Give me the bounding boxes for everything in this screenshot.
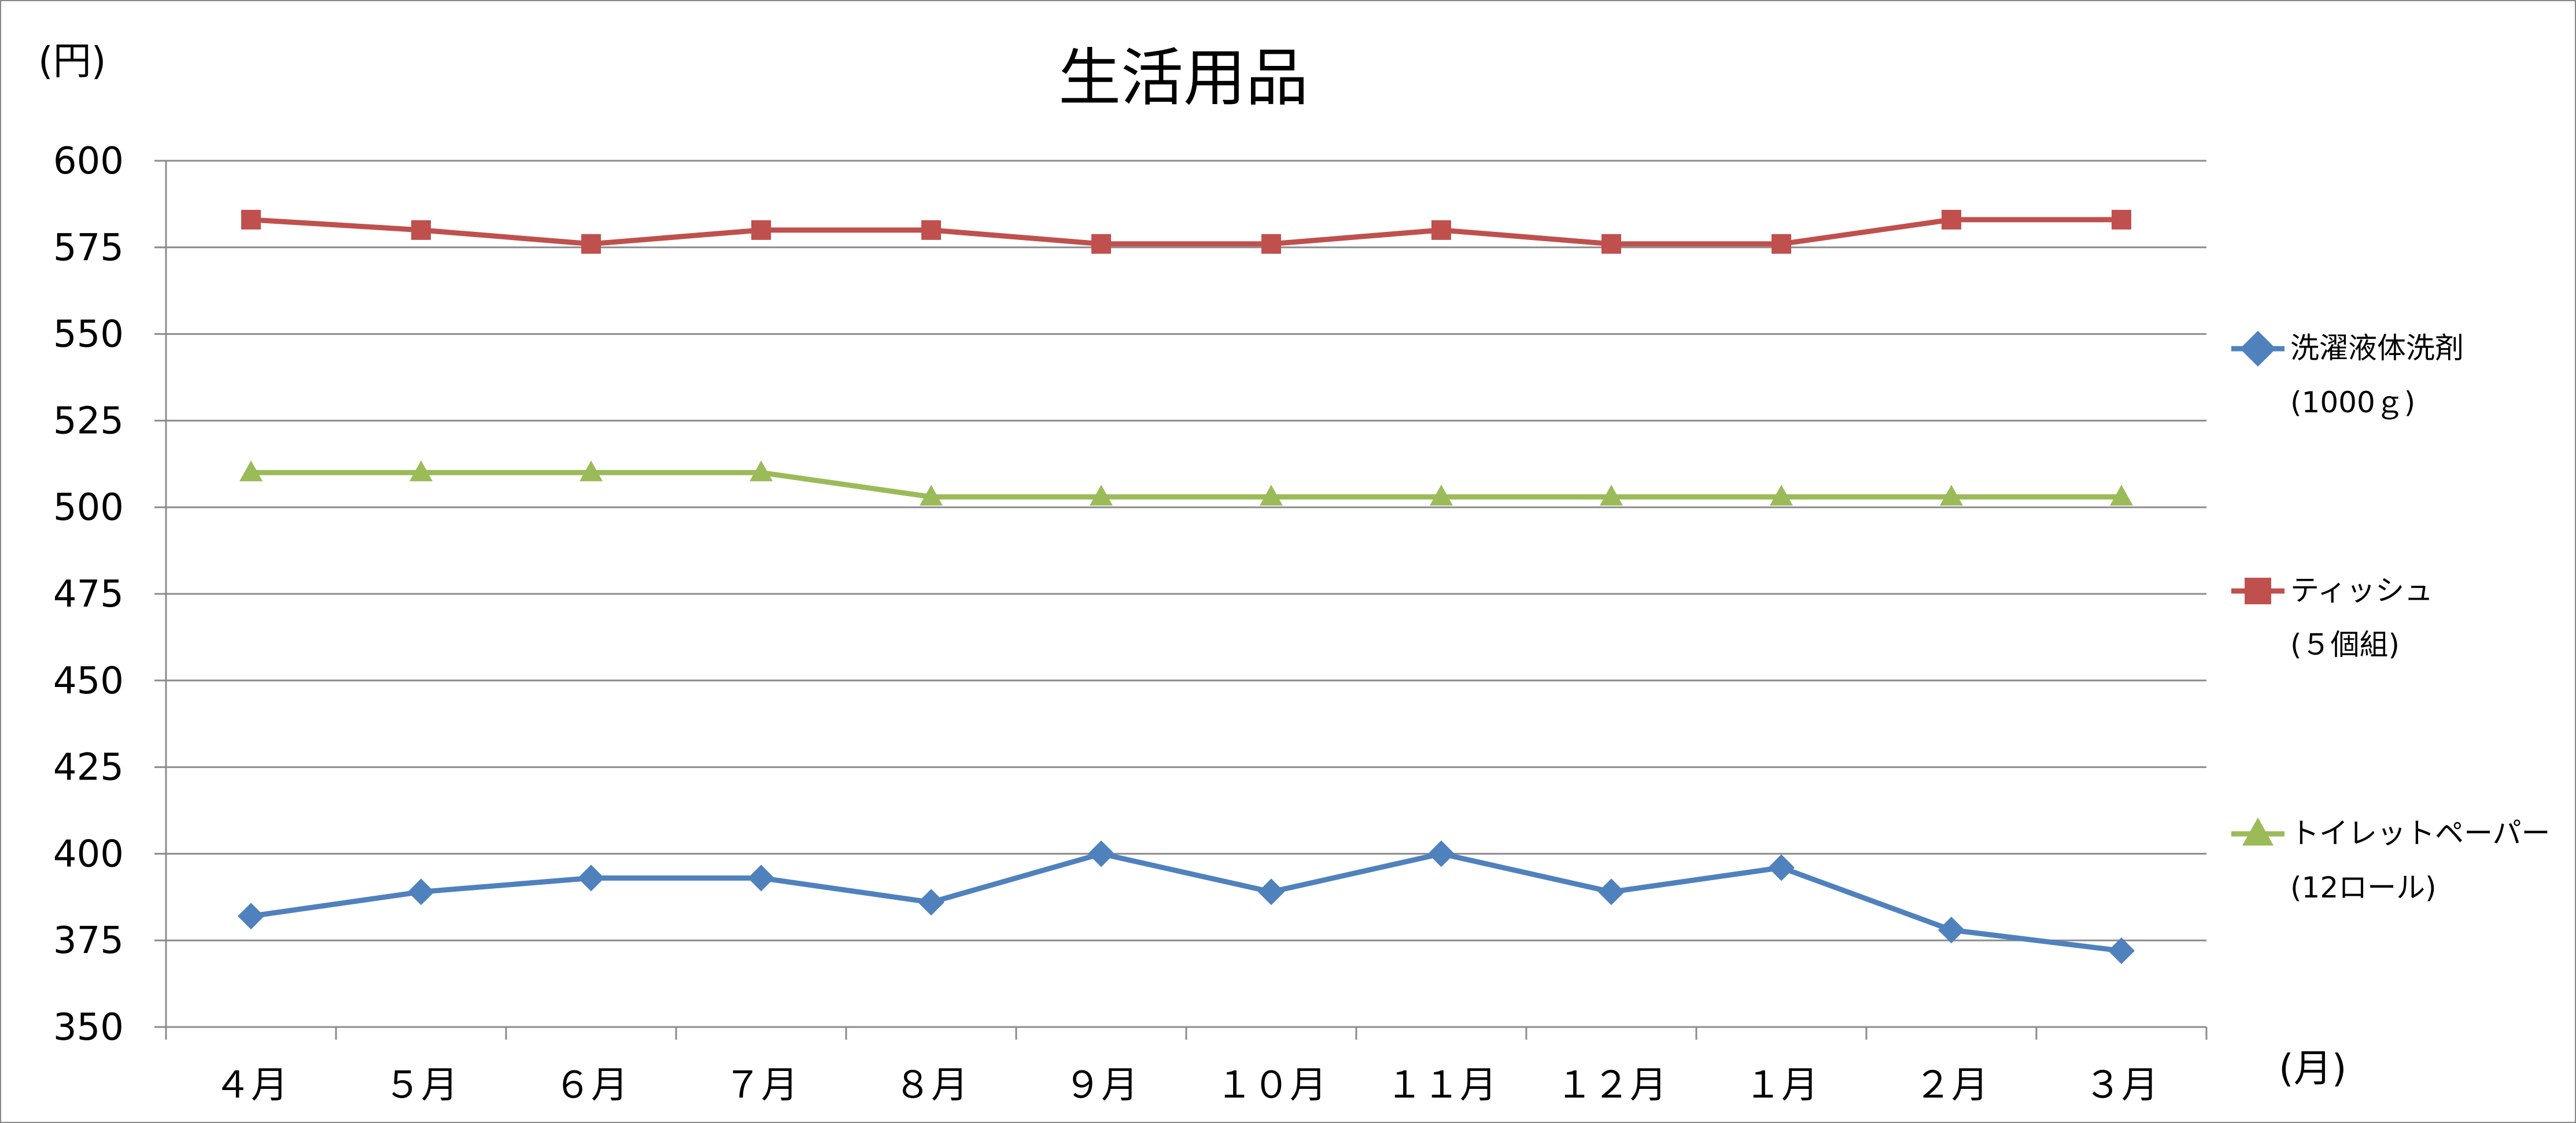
series <box>238 209 2135 965</box>
chart-title: 生活用品 <box>1058 42 1308 114</box>
data-point <box>751 220 771 240</box>
y-tick-label: 550 <box>53 313 124 356</box>
series-0 <box>238 840 2135 965</box>
data-point <box>1261 234 1281 254</box>
x-tick-label: ３月 <box>2084 1064 2158 1107</box>
data-point <box>1772 234 1791 254</box>
data-point <box>578 865 604 892</box>
y-tick-label: 450 <box>53 660 124 703</box>
data-point <box>238 903 264 930</box>
data-point <box>409 460 433 482</box>
y-tick-label: 350 <box>53 1006 124 1049</box>
data-point <box>1770 485 1793 506</box>
data-point <box>921 220 941 240</box>
data-point <box>2108 937 2135 965</box>
x-tick-label: ９月 <box>1064 1064 1138 1107</box>
axes: 350 375 400 425 450 475 500 525 550 575 600 ４月 ５月 ６月 ７… <box>53 140 2208 1107</box>
data-point <box>750 460 773 482</box>
x-tick-label: １月 <box>1744 1064 1818 1107</box>
data-point <box>241 209 261 230</box>
x-tick-label: ７月 <box>724 1064 798 1107</box>
x-axis-unit: (月) <box>2279 1046 2347 1091</box>
data-point <box>1430 485 1453 506</box>
data-point <box>1601 234 1621 254</box>
data-point <box>2110 485 2133 506</box>
x-tick-label: ４月 <box>214 1064 288 1107</box>
data-point <box>748 865 774 892</box>
data-point <box>580 460 603 482</box>
data-point <box>1428 840 1455 867</box>
x-tick-label: １２月 <box>1556 1064 1667 1107</box>
y-tick-label: 500 <box>53 486 124 529</box>
data-point <box>1258 878 1285 906</box>
y-tick-label: 575 <box>53 227 124 269</box>
data-point <box>1940 485 1963 506</box>
data-point <box>411 220 431 240</box>
legend-label: ティッシュ <box>2290 574 2433 607</box>
data-point <box>918 889 944 916</box>
y-tick-label: 425 <box>53 747 124 789</box>
data-point <box>1768 854 1795 881</box>
data-point <box>1598 878 1625 906</box>
legend-sublabel: (12ロール) <box>2290 871 2437 904</box>
x-tick-label: １１月 <box>1386 1064 1497 1107</box>
data-point <box>581 234 601 254</box>
y-tick-label: 400 <box>53 833 124 876</box>
legend-marker <box>2245 578 2271 604</box>
series-2 <box>239 460 2133 506</box>
y-tick-label: 375 <box>53 919 124 962</box>
legend-entry-2: トイレットペーパー (12ロール) <box>2231 817 2551 904</box>
legend-marker <box>2242 817 2274 846</box>
series-line <box>250 217 2121 247</box>
legend-label: 洗濯液体洗剤 <box>2290 331 2464 365</box>
x-tick-label: ５月 <box>384 1064 458 1107</box>
y-tick-label: 600 <box>53 140 124 183</box>
series-line <box>251 470 2121 500</box>
data-point <box>1091 234 1111 254</box>
x-tick-label: ８月 <box>894 1064 968 1107</box>
data-point <box>2112 209 2131 230</box>
legend-entry-0: 洗濯液体洗剤 (1000ｇ) <box>2231 330 2464 420</box>
data-point <box>1942 209 1961 230</box>
y-tick-label: 525 <box>53 400 124 442</box>
legend-entry-1: ティッシュ (５個組) <box>2231 574 2433 662</box>
data-point <box>1938 917 1965 944</box>
data-point <box>1260 485 1283 506</box>
x-tick-label: １０月 <box>1216 1064 1327 1107</box>
data-point <box>1431 220 1451 240</box>
data-point <box>1600 485 1623 506</box>
series-1 <box>241 209 2131 254</box>
legend-sublabel: (1000ｇ) <box>2290 386 2415 420</box>
y-tick-label: 475 <box>53 573 124 616</box>
data-point <box>239 460 263 482</box>
grid <box>166 160 2206 1028</box>
legend-sublabel: (５個組) <box>2290 628 2400 662</box>
legend-label: トイレットペーパー <box>2290 817 2551 850</box>
data-point <box>1088 840 1114 867</box>
data-point <box>1090 485 1113 506</box>
series-line <box>250 851 2122 954</box>
data-point <box>920 485 943 506</box>
x-tick-label: ２月 <box>1914 1064 1988 1107</box>
y-axis-unit: (円) <box>38 39 106 83</box>
data-point <box>408 878 434 906</box>
legend-marker <box>2239 330 2276 367</box>
x-tick-label: ６月 <box>554 1064 628 1107</box>
legend: 洗濯液体洗剤 (1000ｇ) ティッシュ (５個組) トイレットペーパー (12ロール) <box>2231 330 2551 904</box>
